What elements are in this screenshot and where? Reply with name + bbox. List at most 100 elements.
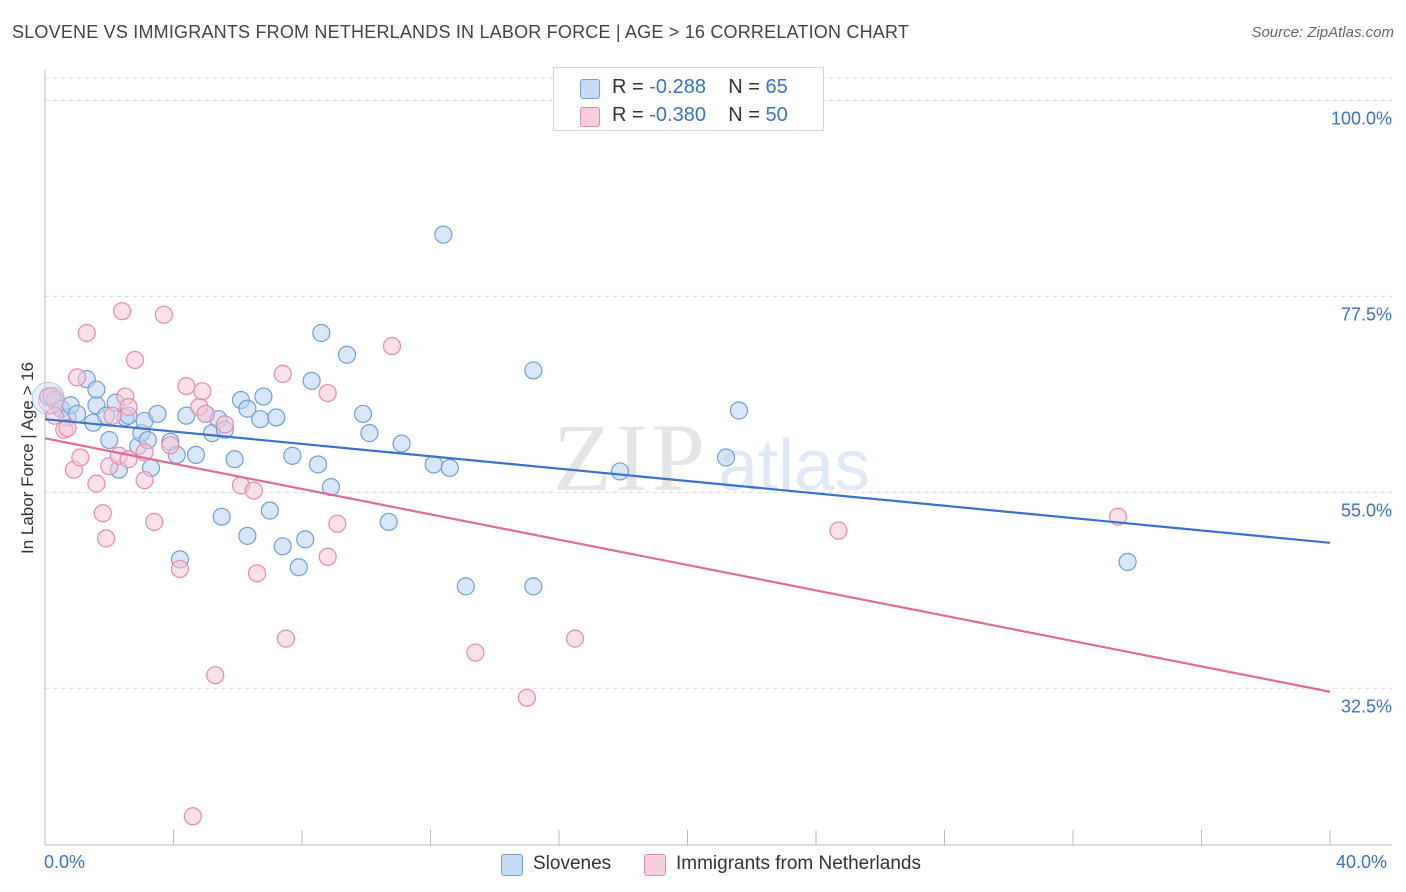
point-netherlands: [177, 376, 196, 396]
legend-swatch-pink: [580, 107, 600, 127]
point-netherlands: [466, 643, 485, 662]
point-slovenes: [254, 387, 273, 406]
legend-label: Immigrants from Netherlands: [676, 853, 921, 874]
point-slovenes: [440, 458, 459, 478]
legend-row-netherlands: R = -0.380 N = 50: [554, 101, 823, 129]
r-value: -0.288: [649, 76, 706, 98]
point-netherlands: [161, 436, 180, 455]
point-netherlands: [58, 418, 77, 437]
point-slovenes: [308, 455, 328, 474]
point-netherlands: [276, 629, 296, 648]
legend-swatch-pink: [644, 854, 666, 876]
y-tick-label: 77.5%: [1341, 304, 1392, 324]
point-slovenes: [337, 345, 357, 364]
point-slovenes: [87, 380, 106, 399]
point-slovenes: [716, 448, 736, 467]
point-netherlands: [318, 547, 337, 566]
trend-layer: [44, 418, 1331, 693]
point-netherlands: [112, 302, 132, 321]
point-slovenes: [434, 225, 453, 244]
chart-title: SLOVENE VS IMMIGRANTS FROM NETHERLANDS I…: [12, 22, 910, 42]
grid-layer: [45, 77, 1392, 689]
point-slovenes: [212, 507, 231, 526]
point-slovenes: [729, 401, 749, 420]
point-netherlands: [193, 382, 212, 401]
point-slovenes: [1118, 552, 1137, 572]
n-value: 50: [765, 104, 788, 126]
trend-line-netherlands: [44, 437, 1331, 693]
point-netherlands: [170, 559, 190, 579]
watermark-atlas: atlas: [718, 426, 870, 506]
point-slovenes: [267, 408, 286, 427]
point-netherlands: [328, 514, 347, 533]
point-netherlands: [145, 512, 164, 532]
watermark: ZIP atlas: [553, 404, 870, 511]
point-slovenes: [251, 410, 270, 429]
y-axis-label: In Labor Force | Age > 16: [18, 361, 37, 555]
point-netherlands: [318, 383, 337, 403]
point-netherlands: [71, 448, 90, 467]
point-netherlands: [96, 529, 116, 548]
r-value: -0.380: [649, 104, 706, 126]
points-layer: [31, 225, 1137, 826]
point-netherlands: [37, 386, 65, 414]
point-netherlands: [565, 629, 585, 648]
y-tick-labels: 32.5% 55.0% 77.5% 100.0%: [1331, 108, 1392, 716]
point-slovenes: [177, 406, 196, 425]
point-netherlands: [154, 305, 173, 324]
point-slovenes: [225, 450, 244, 469]
point-netherlands: [103, 406, 122, 425]
point-slovenes: [273, 537, 292, 556]
point-netherlands: [93, 504, 112, 523]
series-legend: Slovenes Immigrants from Netherlands: [0, 850, 1406, 880]
r-label: R =: [612, 104, 650, 126]
point-netherlands: [42, 387, 61, 406]
point-slovenes: [392, 434, 411, 453]
point-netherlands: [68, 368, 87, 387]
n-label: N =: [728, 104, 766, 126]
point-slovenes: [100, 430, 119, 450]
point-slovenes: [296, 530, 315, 549]
legend-row-slovenes: R = -0.288 N = 65: [554, 73, 823, 101]
legend-text: R = -0.288 N = 65: [612, 76, 788, 99]
x-tick-label-max: 40.0%: [1336, 852, 1388, 872]
r-label: R =: [612, 76, 650, 98]
x-tick-label-min: 0.0%: [44, 852, 86, 872]
point-slovenes: [312, 323, 331, 343]
point-netherlands: [273, 364, 292, 384]
correlation-legend: R = -0.288 N = 65 R = -0.380 N = 50: [553, 67, 824, 131]
point-netherlands: [183, 807, 202, 826]
legend-text: R = -0.380 N = 50: [612, 104, 788, 127]
point-slovenes: [456, 577, 475, 596]
point-netherlands: [382, 336, 402, 356]
point-netherlands: [87, 474, 106, 493]
legend-swatch-blue: [501, 854, 523, 876]
point-slovenes: [379, 512, 398, 532]
point-slovenes: [260, 501, 279, 520]
point-slovenes: [148, 404, 167, 424]
point-slovenes: [610, 462, 630, 481]
point-netherlands: [247, 564, 267, 583]
point-netherlands: [206, 666, 225, 685]
legend-label: Slovenes: [533, 853, 612, 874]
point-netherlands: [77, 323, 96, 343]
point-netherlands: [135, 471, 154, 490]
y-tick-label: 55.0%: [1341, 500, 1392, 520]
point-netherlands: [215, 415, 234, 434]
point-slovenes: [238, 526, 257, 545]
point-slovenes: [524, 577, 543, 596]
point-slovenes: [186, 445, 206, 464]
point-netherlands: [196, 404, 215, 424]
trend-line-slovenes: [44, 418, 1331, 544]
point-slovenes: [238, 399, 257, 418]
axis-layer: [44, 70, 1392, 846]
point-slovenes: [283, 446, 302, 465]
source-label: Source: ZipAtlas.com: [1251, 24, 1394, 41]
point-slovenes: [353, 404, 373, 424]
point-netherlands: [829, 521, 848, 540]
y-tick-label: 100.0%: [1331, 108, 1392, 128]
point-slovenes: [302, 371, 321, 390]
watermark-zip: ZIP: [553, 404, 709, 511]
n-value: 65: [765, 76, 788, 98]
point-netherlands: [125, 350, 145, 370]
